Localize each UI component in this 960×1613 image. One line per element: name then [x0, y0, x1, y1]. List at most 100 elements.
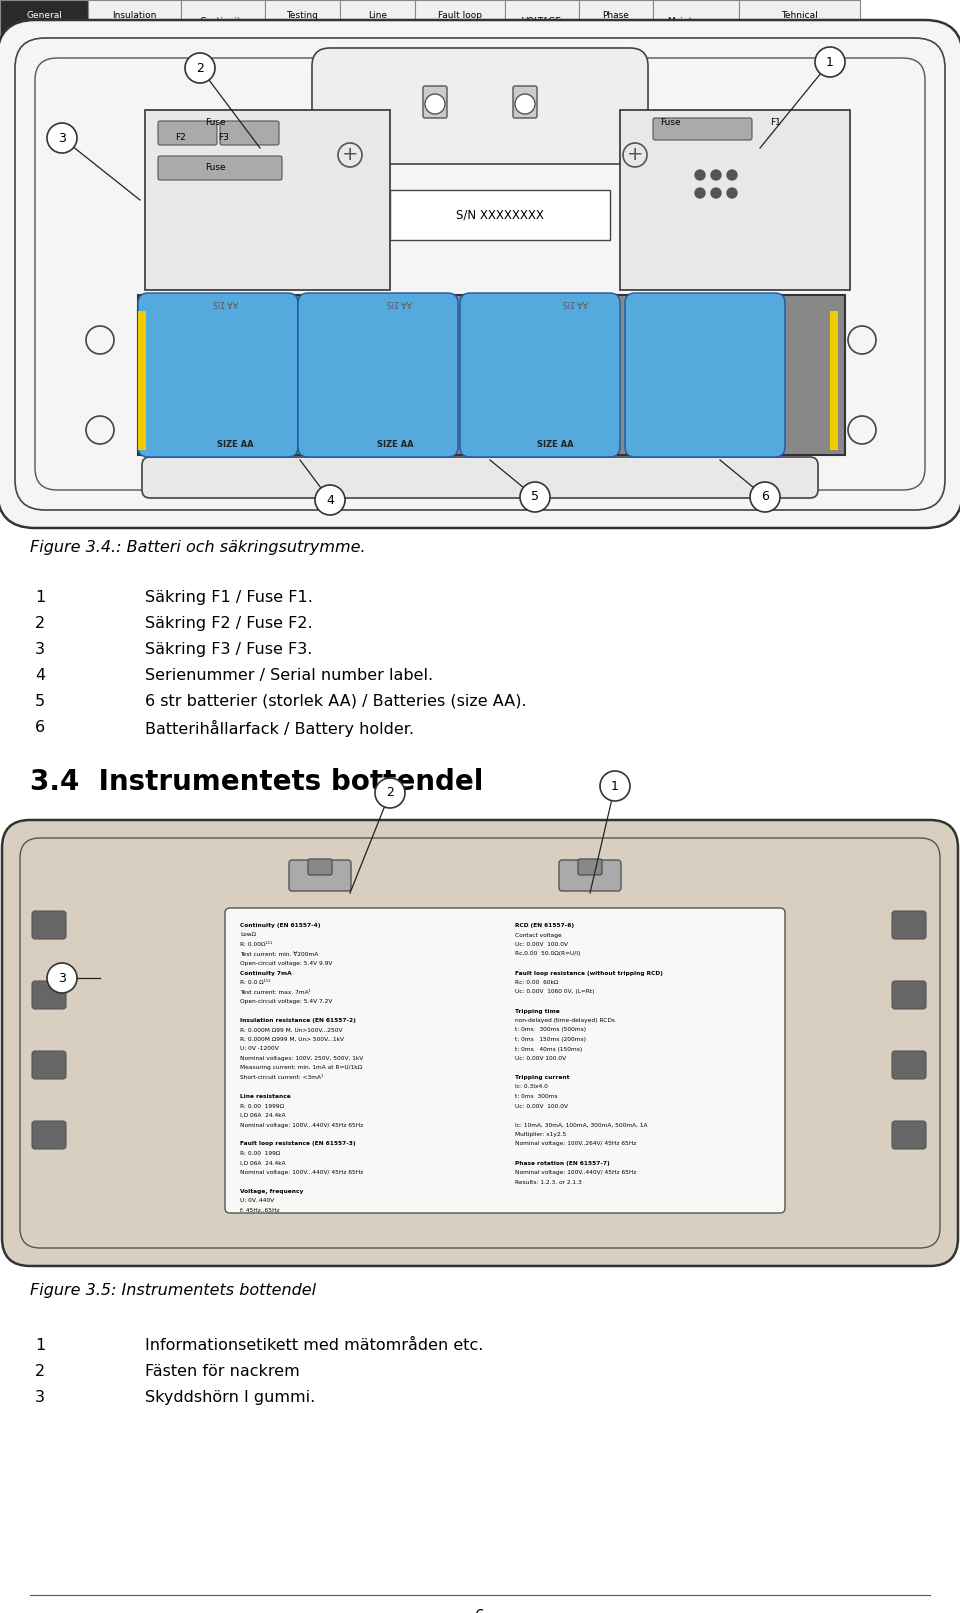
Text: 2: 2: [35, 616, 45, 631]
Text: Contact voltage: Contact voltage: [515, 932, 562, 937]
FancyBboxPatch shape: [265, 0, 340, 42]
Text: 2: 2: [196, 61, 204, 74]
Text: Testing
RCDs: Testing RCDs: [287, 11, 319, 31]
Text: t: 0ms  300ms: t: 0ms 300ms: [515, 1094, 558, 1098]
Text: Short-circuit current: <3mA¹: Short-circuit current: <3mA¹: [240, 1074, 324, 1081]
FancyBboxPatch shape: [142, 456, 818, 498]
Circle shape: [711, 189, 721, 198]
Text: t: 0ms   40ms (150ms): t: 0ms 40ms (150ms): [515, 1047, 583, 1052]
Text: R: 0.00  1999Ω: R: 0.00 1999Ω: [240, 1103, 284, 1108]
Circle shape: [315, 486, 345, 515]
Text: U: 0V..440V: U: 0V..440V: [240, 1198, 275, 1203]
Circle shape: [848, 416, 876, 444]
Text: 1: 1: [35, 1339, 45, 1353]
Text: Nominal voltage: 100V...440V/ 45Hz 65Hz: Nominal voltage: 100V...440V/ 45Hz 65Hz: [240, 1169, 364, 1174]
Text: Insulation resistance (EN 61557-2): Insulation resistance (EN 61557-2): [240, 1018, 356, 1023]
FancyBboxPatch shape: [653, 0, 739, 42]
FancyBboxPatch shape: [830, 311, 838, 450]
Text: Multiplier: x1y2.5: Multiplier: x1y2.5: [515, 1132, 566, 1137]
Text: Measuring current: min. 1mA at R=U/1kΩ: Measuring current: min. 1mA at R=U/1kΩ: [240, 1066, 362, 1071]
Text: Rc: 0.00  60kΩ: Rc: 0.00 60kΩ: [515, 981, 559, 986]
FancyBboxPatch shape: [308, 860, 332, 874]
Text: Fuse: Fuse: [205, 163, 226, 173]
Text: 3.4  Instrumentets bottendel: 3.4 Instrumentets bottendel: [30, 768, 484, 795]
Text: 5: 5: [35, 694, 45, 710]
Text: AA ΣIS: AA ΣIS: [212, 298, 237, 306]
Text: U: 0V -1200V: U: 0V -1200V: [240, 1047, 278, 1052]
FancyBboxPatch shape: [32, 911, 66, 939]
Circle shape: [711, 169, 721, 181]
Text: Tripping current: Tripping current: [515, 1074, 569, 1081]
Text: 1: 1: [612, 779, 619, 792]
FancyBboxPatch shape: [220, 121, 279, 145]
Text: R: 0.000M Ω99 M, Un>100V...250V: R: 0.000M Ω99 M, Un>100V...250V: [240, 1027, 343, 1032]
Text: Säkring F3 / Fuse F3.: Säkring F3 / Fuse F3.: [145, 642, 312, 656]
Circle shape: [47, 123, 77, 153]
Text: 3: 3: [58, 971, 66, 984]
Text: Continuity 7mA: Continuity 7mA: [240, 971, 292, 976]
Text: non-delayed (time-delayed) RCDs: non-delayed (time-delayed) RCDs: [515, 1018, 615, 1023]
Text: Fault loop
resistance: Fault loop resistance: [437, 11, 483, 31]
Circle shape: [86, 416, 114, 444]
Text: 1: 1: [35, 590, 45, 605]
Text: 6: 6: [761, 490, 769, 503]
Circle shape: [815, 47, 845, 77]
Circle shape: [695, 189, 705, 198]
FancyBboxPatch shape: [415, 0, 505, 42]
Text: SIZE AA: SIZE AA: [376, 440, 414, 448]
Text: t: 0ms   150ms (200ms): t: 0ms 150ms (200ms): [515, 1037, 586, 1042]
Text: 6: 6: [475, 1610, 485, 1613]
Text: Test current: max. 7mA¹: Test current: max. 7mA¹: [240, 989, 311, 995]
Text: Nominal voltages: 100V, 250V, 500V, 1kV: Nominal voltages: 100V, 250V, 500V, 1kV: [240, 1057, 363, 1061]
Text: RCD (EN 61557-6): RCD (EN 61557-6): [515, 923, 574, 927]
Text: Tripping time: Tripping time: [515, 1008, 560, 1013]
Circle shape: [515, 94, 535, 115]
Circle shape: [727, 189, 737, 198]
Text: Säkring F1 / Fuse F1.: Säkring F1 / Fuse F1.: [145, 590, 313, 605]
FancyBboxPatch shape: [138, 294, 298, 456]
Circle shape: [375, 777, 405, 808]
Text: Uc: 0.00V  100.0V: Uc: 0.00V 100.0V: [515, 1103, 568, 1108]
Text: I,D 06A  24.4kA: I,D 06A 24.4kA: [240, 1160, 286, 1166]
Text: 4: 4: [326, 494, 334, 506]
Text: Fuse: Fuse: [205, 118, 226, 127]
Text: Nominal voltage: 100V..440V/ 45Hz 65Hz: Nominal voltage: 100V..440V/ 45Hz 65Hz: [515, 1169, 636, 1174]
Text: F3: F3: [218, 132, 228, 142]
Text: Nominal voltage: 100V..264V/ 45Hz 65Hz: Nominal voltage: 100V..264V/ 45Hz 65Hz: [515, 1142, 636, 1147]
Text: Continuity: Continuity: [200, 16, 247, 26]
Text: SIZE AA: SIZE AA: [537, 440, 573, 448]
FancyBboxPatch shape: [32, 981, 66, 1010]
Text: 6: 6: [35, 719, 45, 736]
Text: 3: 3: [35, 1390, 45, 1405]
FancyBboxPatch shape: [88, 0, 181, 42]
Circle shape: [425, 94, 445, 115]
Text: t: 0ms   300ms (500ms): t: 0ms 300ms (500ms): [515, 1027, 587, 1032]
Text: Fuse: Fuse: [660, 118, 681, 127]
Text: VOLTAGE: VOLTAGE: [522, 16, 562, 26]
Text: 4: 4: [35, 668, 45, 682]
Text: Skyddshörn I gummi.: Skyddshörn I gummi.: [145, 1390, 315, 1405]
FancyBboxPatch shape: [181, 0, 265, 42]
Text: Results: 1.2.3. or 2.1.3: Results: 1.2.3. or 2.1.3: [515, 1179, 582, 1184]
FancyBboxPatch shape: [312, 48, 648, 165]
FancyBboxPatch shape: [298, 294, 458, 456]
FancyBboxPatch shape: [625, 294, 785, 456]
Text: R: 0.00  199Ω: R: 0.00 199Ω: [240, 1152, 280, 1157]
FancyBboxPatch shape: [653, 118, 752, 140]
Text: Ic: 10mA, 30mA, 100mA, 300mA, 500mA, 1A: Ic: 10mA, 30mA, 100mA, 300mA, 500mA, 1A: [515, 1123, 647, 1127]
Circle shape: [750, 482, 780, 511]
FancyBboxPatch shape: [892, 1052, 926, 1079]
FancyBboxPatch shape: [505, 0, 579, 42]
Text: Figure 3.4.: Batteri och säkringsutrymme.: Figure 3.4.: Batteri och säkringsutrymme…: [30, 540, 366, 555]
FancyBboxPatch shape: [460, 294, 620, 456]
Text: LowΩ: LowΩ: [240, 932, 256, 937]
Circle shape: [47, 963, 77, 994]
Text: AA ΣIS: AA ΣIS: [388, 298, 413, 306]
Text: SIZE AA: SIZE AA: [217, 440, 253, 448]
Text: Uc: 0.00V  1060 0V, (L=Rt): Uc: 0.00V 1060 0V, (L=Rt): [515, 989, 594, 995]
Text: R: 0.00Ω¹¹¹: R: 0.00Ω¹¹¹: [240, 942, 273, 947]
FancyBboxPatch shape: [340, 0, 415, 42]
Text: Ic: 0.3Ix4.0: Ic: 0.3Ix4.0: [515, 1084, 548, 1089]
FancyBboxPatch shape: [892, 981, 926, 1010]
Text: Phase rotation (EN 61557-7): Phase rotation (EN 61557-7): [515, 1160, 610, 1166]
